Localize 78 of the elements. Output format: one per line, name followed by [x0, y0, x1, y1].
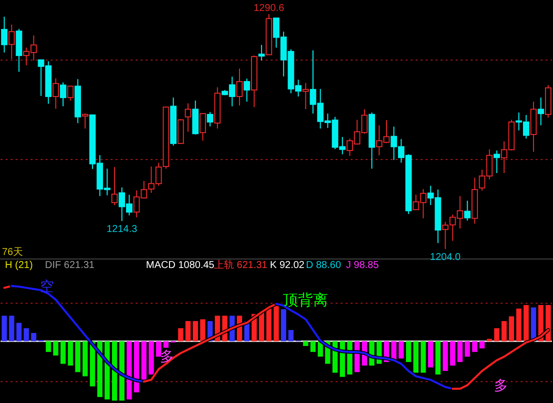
- bar: [479, 341, 485, 348]
- bar: [420, 341, 426, 373]
- bar: [502, 321, 507, 342]
- text: K 92.02: [270, 260, 305, 271]
- bar: [310, 341, 316, 352]
- annotation: 顶背离: [283, 292, 328, 309]
- candlestick: [244, 78, 250, 102]
- annotation: 空: [40, 278, 54, 294]
- bar: [9, 316, 14, 342]
- bar: [46, 341, 51, 352]
- candlestick: [82, 113, 88, 130]
- bar: [494, 328, 500, 342]
- annotation: 1290.6: [254, 3, 285, 14]
- annotation: 1214.3: [106, 224, 138, 236]
- bar: [472, 341, 478, 352]
- bar: [31, 332, 36, 342]
- bar: [16, 322, 22, 342]
- text: MACD 1080.45: [146, 260, 215, 271]
- bar: [413, 341, 419, 373]
- text: D 88.60: [306, 260, 342, 271]
- candlestick: [60, 82, 66, 107]
- bar: [178, 328, 184, 342]
- candlestick: [538, 97, 544, 126]
- candlestick: [236, 68, 243, 106]
- bar: [24, 328, 29, 342]
- candlestick: [302, 82, 309, 110]
- bar: [192, 321, 198, 342]
- bar: [303, 341, 308, 346]
- bar: [428, 341, 434, 368]
- candlestick: [200, 113, 206, 142]
- text: H (21): [5, 260, 33, 271]
- bar: [464, 341, 470, 357]
- bar: [288, 330, 294, 342]
- bar: [200, 319, 206, 342]
- annotation: 76天: [2, 247, 24, 258]
- bar: [508, 316, 514, 342]
- bar: [406, 341, 412, 362]
- candlestick: [1, 16, 8, 54]
- annotation: 多: [494, 377, 508, 393]
- bar: [53, 341, 58, 356]
- candlestick: [464, 200, 471, 222]
- bar: [126, 341, 132, 400]
- bar: [75, 341, 80, 372]
- candlestick: [177, 118, 184, 144]
- bar: [148, 341, 154, 374]
- bar: [516, 308, 522, 342]
- bar: [450, 341, 456, 366]
- candlestick: [111, 166, 118, 206]
- candlestick: [184, 102, 192, 132]
- bar: [281, 309, 286, 342]
- candlestick: [52, 78, 59, 110]
- bar: [442, 341, 448, 371]
- annotation: 多: [160, 348, 174, 364]
- text: J 98.85: [346, 260, 380, 271]
- bar: [68, 341, 74, 366]
- candlestick: [8, 24, 15, 60]
- text: DIF 621.31: [45, 260, 95, 271]
- bar: [141, 341, 147, 382]
- candlestick: [67, 85, 74, 102]
- bar: [60, 341, 66, 364]
- bar: [163, 341, 169, 348]
- bar: [266, 308, 272, 342]
- candlestick: [494, 150, 500, 174]
- bar: [156, 341, 162, 357]
- candlestick: [258, 44, 265, 61]
- candlestick: [206, 111, 214, 127]
- bar: [222, 316, 228, 342]
- bar: [258, 312, 264, 342]
- bar: [2, 316, 7, 342]
- bar: [82, 341, 88, 376]
- bar: [185, 321, 191, 342]
- bar: [104, 341, 110, 400]
- bar: [398, 341, 404, 358]
- bar: [435, 341, 441, 374]
- text: 上轨 621.31: [214, 259, 268, 271]
- bar: [457, 341, 463, 362]
- annotation: 1204.0: [430, 252, 462, 263]
- bar: [486, 338, 492, 342]
